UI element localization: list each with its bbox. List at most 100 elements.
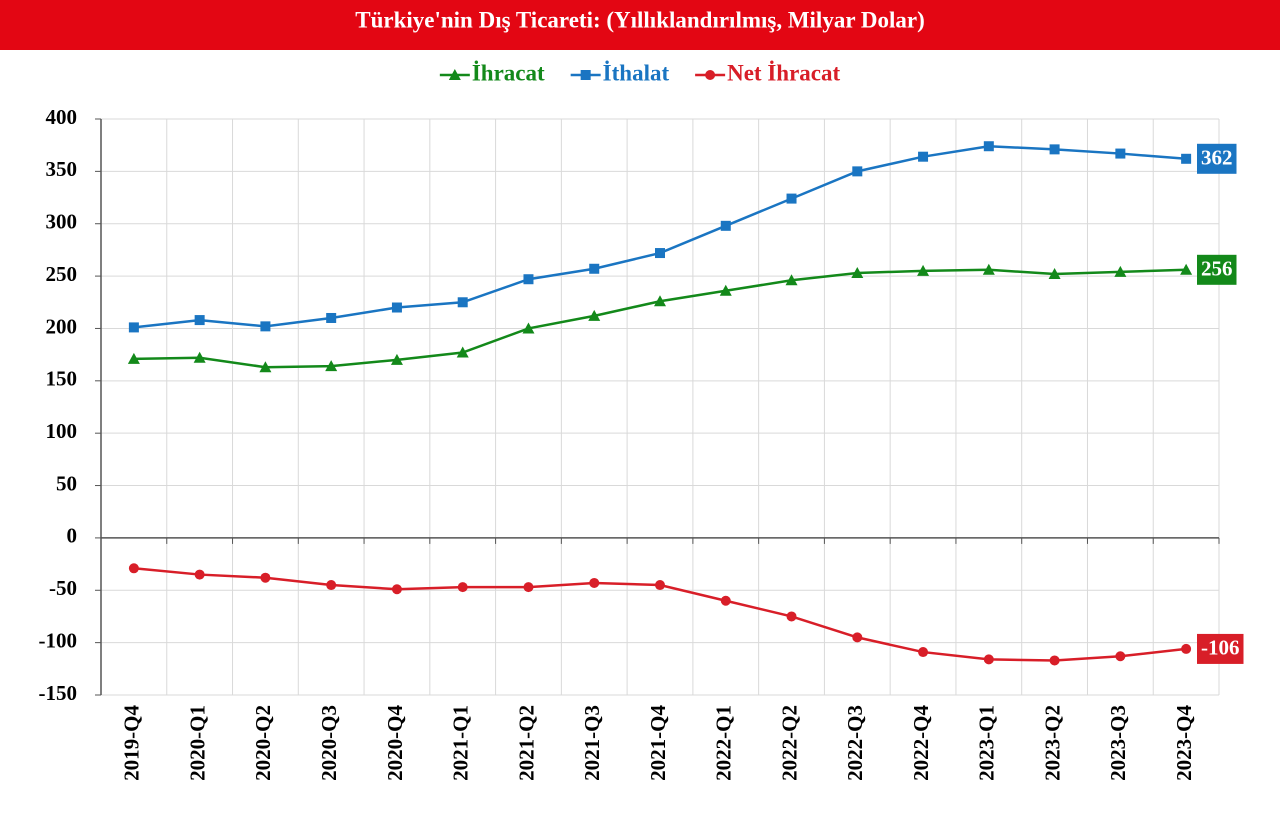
x-tick-label: 2023-Q2 <box>1040 705 1064 781</box>
marker <box>1181 643 1192 654</box>
marker <box>918 151 929 162</box>
x-tick-label: 2020-Q2 <box>251 705 275 781</box>
marker <box>983 141 994 152</box>
y-tick-label: 200 <box>46 314 78 338</box>
x-tick-label: 2022-Q3 <box>843 705 867 781</box>
marker <box>580 70 591 80</box>
marker <box>325 360 338 372</box>
x-tick-label: 2021-Q4 <box>646 705 670 781</box>
marker <box>852 166 863 177</box>
marker <box>918 647 929 658</box>
marker <box>785 274 798 286</box>
marker <box>128 563 139 574</box>
marker <box>588 309 601 321</box>
x-tick-label: 2021-Q2 <box>514 705 538 781</box>
x-tick-label: 2020-Q3 <box>317 705 341 781</box>
marker <box>194 569 205 580</box>
legend-label: İhracat <box>472 60 545 85</box>
legend-item: İthalat <box>570 60 670 85</box>
end-label: 362 <box>1201 146 1233 170</box>
y-tick-label: 50 <box>56 471 77 495</box>
marker <box>589 577 600 588</box>
legend-item: Net İhracat <box>695 60 841 85</box>
x-tick-label: 2020-Q4 <box>383 705 407 781</box>
marker <box>128 322 139 333</box>
x-tick-label: 2021-Q1 <box>449 705 473 781</box>
marker <box>720 220 731 231</box>
marker <box>326 312 337 323</box>
marker <box>654 295 666 307</box>
marker <box>589 263 600 274</box>
marker <box>457 297 468 308</box>
marker <box>1049 655 1060 666</box>
chart-title: Türkiye'nin Dış Ticareti: (Yıllıklandırı… <box>355 7 925 32</box>
y-tick-label: 0 <box>67 524 78 548</box>
y-tick-label: 150 <box>46 367 78 391</box>
x-tick-label: 2019-Q4 <box>120 705 144 781</box>
x-tick-label: 2023-Q1 <box>975 705 999 781</box>
marker <box>448 69 461 80</box>
marker <box>456 346 469 358</box>
y-tick-label: 350 <box>46 157 78 181</box>
x-tick-label: 2022-Q4 <box>909 705 933 781</box>
marker <box>852 632 863 643</box>
marker <box>1049 144 1060 155</box>
legend: İhracat İthalat Net İhracat <box>439 60 841 85</box>
y-tick-label: -50 <box>49 576 77 600</box>
marker <box>1180 263 1193 275</box>
y-tick-label: 100 <box>46 419 78 443</box>
marker <box>391 584 402 595</box>
x-tick-label: 2020-Q1 <box>185 705 209 781</box>
marker <box>259 361 272 373</box>
marker <box>983 654 994 665</box>
marker <box>1115 148 1126 159</box>
y-tick-label: 250 <box>46 262 78 286</box>
series-line <box>133 268 1187 369</box>
legend-item: İhracat <box>439 60 545 85</box>
x-tick-label: 2023-Q4 <box>1172 705 1196 781</box>
marker <box>390 353 403 365</box>
marker <box>705 70 716 80</box>
end-label-box <box>1197 254 1237 285</box>
marker <box>326 580 337 591</box>
marker <box>391 302 402 313</box>
end-label-box <box>1197 633 1244 664</box>
legend-label: İthalat <box>603 60 670 85</box>
marker <box>786 193 797 204</box>
marker <box>457 582 468 593</box>
end-label: 256 <box>1201 257 1233 281</box>
x-tick-label: 2022-Q2 <box>777 705 801 781</box>
marker <box>193 351 206 363</box>
end-label-box <box>1197 143 1237 174</box>
marker <box>1115 651 1126 662</box>
marker <box>522 322 535 334</box>
marker <box>194 315 205 326</box>
end-label: -106 <box>1201 636 1240 660</box>
marker <box>260 321 271 332</box>
marker <box>1181 153 1192 164</box>
marker <box>260 572 271 583</box>
y-tick-label: 300 <box>46 210 78 234</box>
x-tick-label: 2023-Q3 <box>1106 705 1130 781</box>
marker <box>786 611 797 622</box>
marker <box>655 248 665 259</box>
marker <box>655 580 665 591</box>
y-tick-label: -150 <box>39 681 78 705</box>
marker <box>720 595 731 606</box>
y-tick-label: 400 <box>46 105 78 129</box>
marker <box>523 274 534 285</box>
x-tick-label: 2021-Q3 <box>580 705 604 781</box>
marker <box>719 284 732 296</box>
marker <box>851 266 864 278</box>
marker <box>127 352 140 364</box>
marker <box>1114 265 1127 277</box>
x-tick-label: 2022-Q1 <box>712 705 736 781</box>
marker <box>917 264 930 276</box>
title-banner <box>0 0 1280 50</box>
marker <box>1048 267 1061 279</box>
legend-label: Net İhracat <box>727 60 840 85</box>
marker <box>523 582 534 593</box>
marker <box>982 263 995 275</box>
y-tick-label: -100 <box>39 628 78 652</box>
